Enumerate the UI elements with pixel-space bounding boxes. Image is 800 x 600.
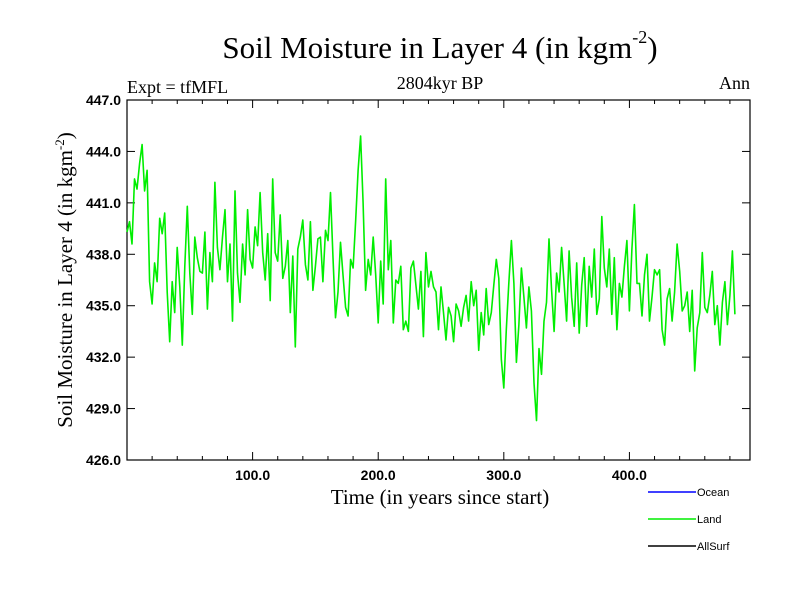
legend: Ocean Land AllSurf	[648, 487, 730, 553]
y-tick-label: 441.0	[86, 195, 121, 211]
x-axis: 100.0 200.0 300.0 400.0	[151, 100, 731, 483]
experiment-label: Expt = tfMFL	[127, 77, 229, 97]
y-axis: 426.0 429.0 432.0 435.0 438.0 441.0 444.0 447.0	[86, 92, 750, 468]
y-tick-label: 444.0	[86, 143, 121, 159]
y-tick-label: 432.0	[86, 349, 121, 365]
y-tick-label: 426.0	[86, 452, 121, 468]
y-tick-label: 447.0	[86, 92, 121, 108]
x-tick-label: 200.0	[361, 467, 396, 483]
chart-subtitle: 2804kyr BP	[396, 73, 484, 93]
x-tick-label: 300.0	[486, 467, 521, 483]
y-axis-title: Soil Moisture in Layer 4 (in kgm-2)	[52, 132, 77, 427]
y-tick-label: 429.0	[86, 401, 121, 417]
x-axis-title: Time (in years since start)	[331, 485, 550, 509]
legend-label-allsurf: AllSurf	[697, 541, 730, 553]
y-tick-label: 435.0	[86, 298, 121, 314]
chart-title: Soil Moisture in Layer 4 (in kgm-2)	[222, 26, 658, 65]
season-label: Ann	[719, 73, 750, 93]
x-tick-label: 400.0	[612, 467, 647, 483]
y-tick-label: 438.0	[86, 246, 121, 262]
legend-label-ocean: Ocean	[697, 487, 729, 499]
plot-frame	[126, 99, 751, 461]
legend-label-land: Land	[697, 514, 721, 526]
series-line-land	[126, 135, 736, 422]
x-tick-label: 100.0	[235, 467, 270, 483]
